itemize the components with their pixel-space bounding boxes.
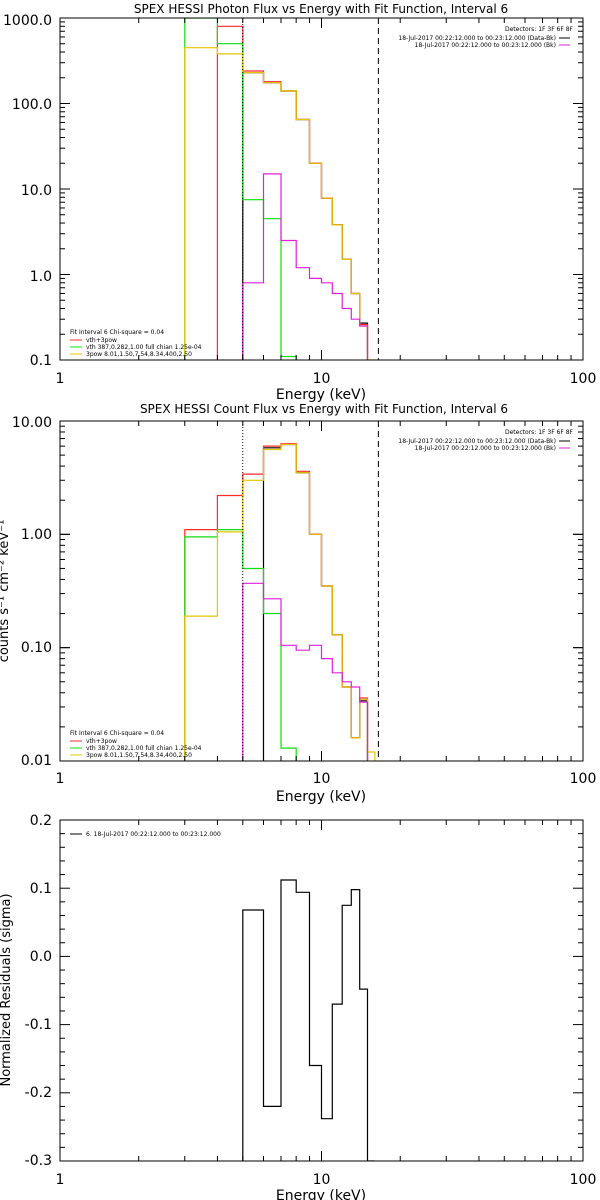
- residuals-ytick-neg0.3: -0.3: [25, 1153, 52, 1169]
- residuals-ytick-0.2: 0.2: [30, 813, 52, 829]
- p1-data-series-line: [242, 72, 369, 360]
- residuals-tick-marks: [59, 819, 584, 1162]
- photon-flux-legend-total: vth+3pow: [86, 337, 117, 344]
- residuals-xtick-100: 100: [570, 1172, 597, 1188]
- count-flux-plot-frame: [59, 420, 584, 762]
- count-flux-series: [184, 443, 376, 761]
- p1-power-series-line: [184, 47, 375, 360]
- photon-flux-xtick-100: 100: [570, 371, 597, 387]
- photon-flux-panel: SPEX HESSI Photon Flux vs Energy with Fi…: [3, 2, 596, 403]
- count-flux-legend-total: vth+3pow: [86, 738, 117, 745]
- residuals-legend-interval: 6. 18-Jul-2017 00:22:12.000 to 00:23:12.…: [86, 831, 221, 838]
- photon-flux-legend-detectors: Detectors: 1F 3F 6F 8F: [505, 26, 574, 33]
- photon-flux-x-axis-label: Energy (keV): [276, 387, 366, 403]
- photon-flux-legend-power: 3pow 8.01,1.50,7.54,8.34,400,2.50: [86, 351, 192, 358]
- count-flux-xtick-10: 10: [313, 771, 331, 787]
- residuals-ytick-neg0.1: -0.1: [25, 1017, 52, 1033]
- count-flux-tick-marks: [59, 420, 584, 762]
- photon-flux-title: SPEX HESSI Photon Flux vs Energy with Fi…: [134, 2, 508, 16]
- photon-flux-legend-thermal: vth 387,0.282,1.00 full chian 1.25e-04: [86, 344, 202, 351]
- photon-flux-series: [184, 18, 375, 360]
- photon-flux-legend-bk-interval: 18-Jul-2017 00:22:12.000 to 00:23:12.000…: [415, 42, 556, 49]
- photon-flux-fit-range-lines: [242, 18, 379, 360]
- count-flux-y-axis-label: counts s⁻¹ cm⁻² keV⁻¹: [0, 520, 12, 663]
- residuals-ytick-neg0.2: -0.2: [25, 1085, 52, 1101]
- p2-background-series-line: [242, 582, 369, 761]
- count-flux-xtick-1: 1: [56, 771, 65, 787]
- residuals-x-axis-label: Energy (keV): [276, 1188, 366, 1200]
- residuals-xtick-10: 10: [313, 1172, 331, 1188]
- photon-flux-xtick-1: 1: [56, 371, 65, 387]
- residuals-xtick-1: 1: [56, 1172, 65, 1188]
- residuals-ytick-0: 0.0: [30, 949, 52, 965]
- photon-flux-ytick-0.1: 0.1: [30, 353, 52, 369]
- photon-flux-legend-data-interval: 18-Jul-2017 00:22:12.000 to 00:23:12.000…: [398, 35, 556, 42]
- count-flux-legend-bk-interval: 18-Jul-2017 00:22:12.000 to 00:23:12.000…: [415, 445, 556, 452]
- count-flux-xtick-100: 100: [570, 771, 597, 787]
- residuals-ytick-0.1: 0.1: [30, 881, 52, 897]
- count-flux-title: SPEX HESSI Count Flux vs Energy with Fit…: [140, 402, 508, 416]
- count-flux-legend-data-interval: 18-Jul-2017 00:22:12.000 to 00:23:12.000…: [398, 438, 556, 445]
- photon-flux-ytick-10: 10.0: [21, 183, 52, 199]
- residuals-y-axis-label: Normalized Residuals (sigma): [0, 893, 14, 1086]
- p2-total-series-line: [184, 443, 369, 761]
- count-flux-ytick-0.01: 0.01: [21, 753, 52, 769]
- count-flux-fit-range-lines: [242, 421, 379, 761]
- photon-flux-legend-fit-interval: Fit Interval 6 Chi-square = 0.04: [70, 329, 164, 336]
- p2-power-series-line: [184, 443, 376, 761]
- photon-flux-xtick-10: 10: [313, 371, 331, 387]
- count-flux-x-axis-label: Energy (keV): [276, 789, 366, 805]
- count-flux-ytick-1: 1.00: [21, 527, 52, 543]
- photon-flux-ytick-100: 100.0: [12, 97, 52, 113]
- residuals-series: [242, 879, 375, 1161]
- photon-flux-ytick-1000: 1000.0: [3, 13, 52, 29]
- count-flux-panel: SPEX HESSI Count Flux vs Energy with Fit…: [0, 402, 596, 805]
- p2-thermal-series-line: [184, 529, 297, 761]
- photon-flux-tick-marks: [59, 17, 584, 361]
- p3-residuals-series-line: [242, 879, 375, 1161]
- count-flux-legend-power: 3pow 8.01,1.50,7.54,8.34,400,2.50: [86, 752, 192, 759]
- p1-background-series-line: [242, 173, 369, 360]
- count-flux-ytick-0.1: 0.10: [21, 640, 52, 656]
- count-flux-legend-detectors: Detectors: 1F 3F 6F 8F: [505, 429, 574, 436]
- p1-thermal-series-line: [184, 18, 297, 360]
- p1-total-series-line: [216, 25, 369, 360]
- photon-flux-ytick-1: 1.0: [30, 269, 52, 285]
- count-flux-legend-fit-interval: Fit Interval 6 Chi-square = 0.04: [70, 730, 164, 737]
- residuals-panel: 1 10 100 -0.3 -0.2 -0.1 0.0 0.1 0.2 Ener…: [0, 813, 596, 1200]
- count-flux-ytick-10: 10.00: [12, 415, 52, 431]
- count-flux-legend-thermal: vth 387,0.282,1.00 full chian 1.25e-04: [86, 745, 202, 752]
